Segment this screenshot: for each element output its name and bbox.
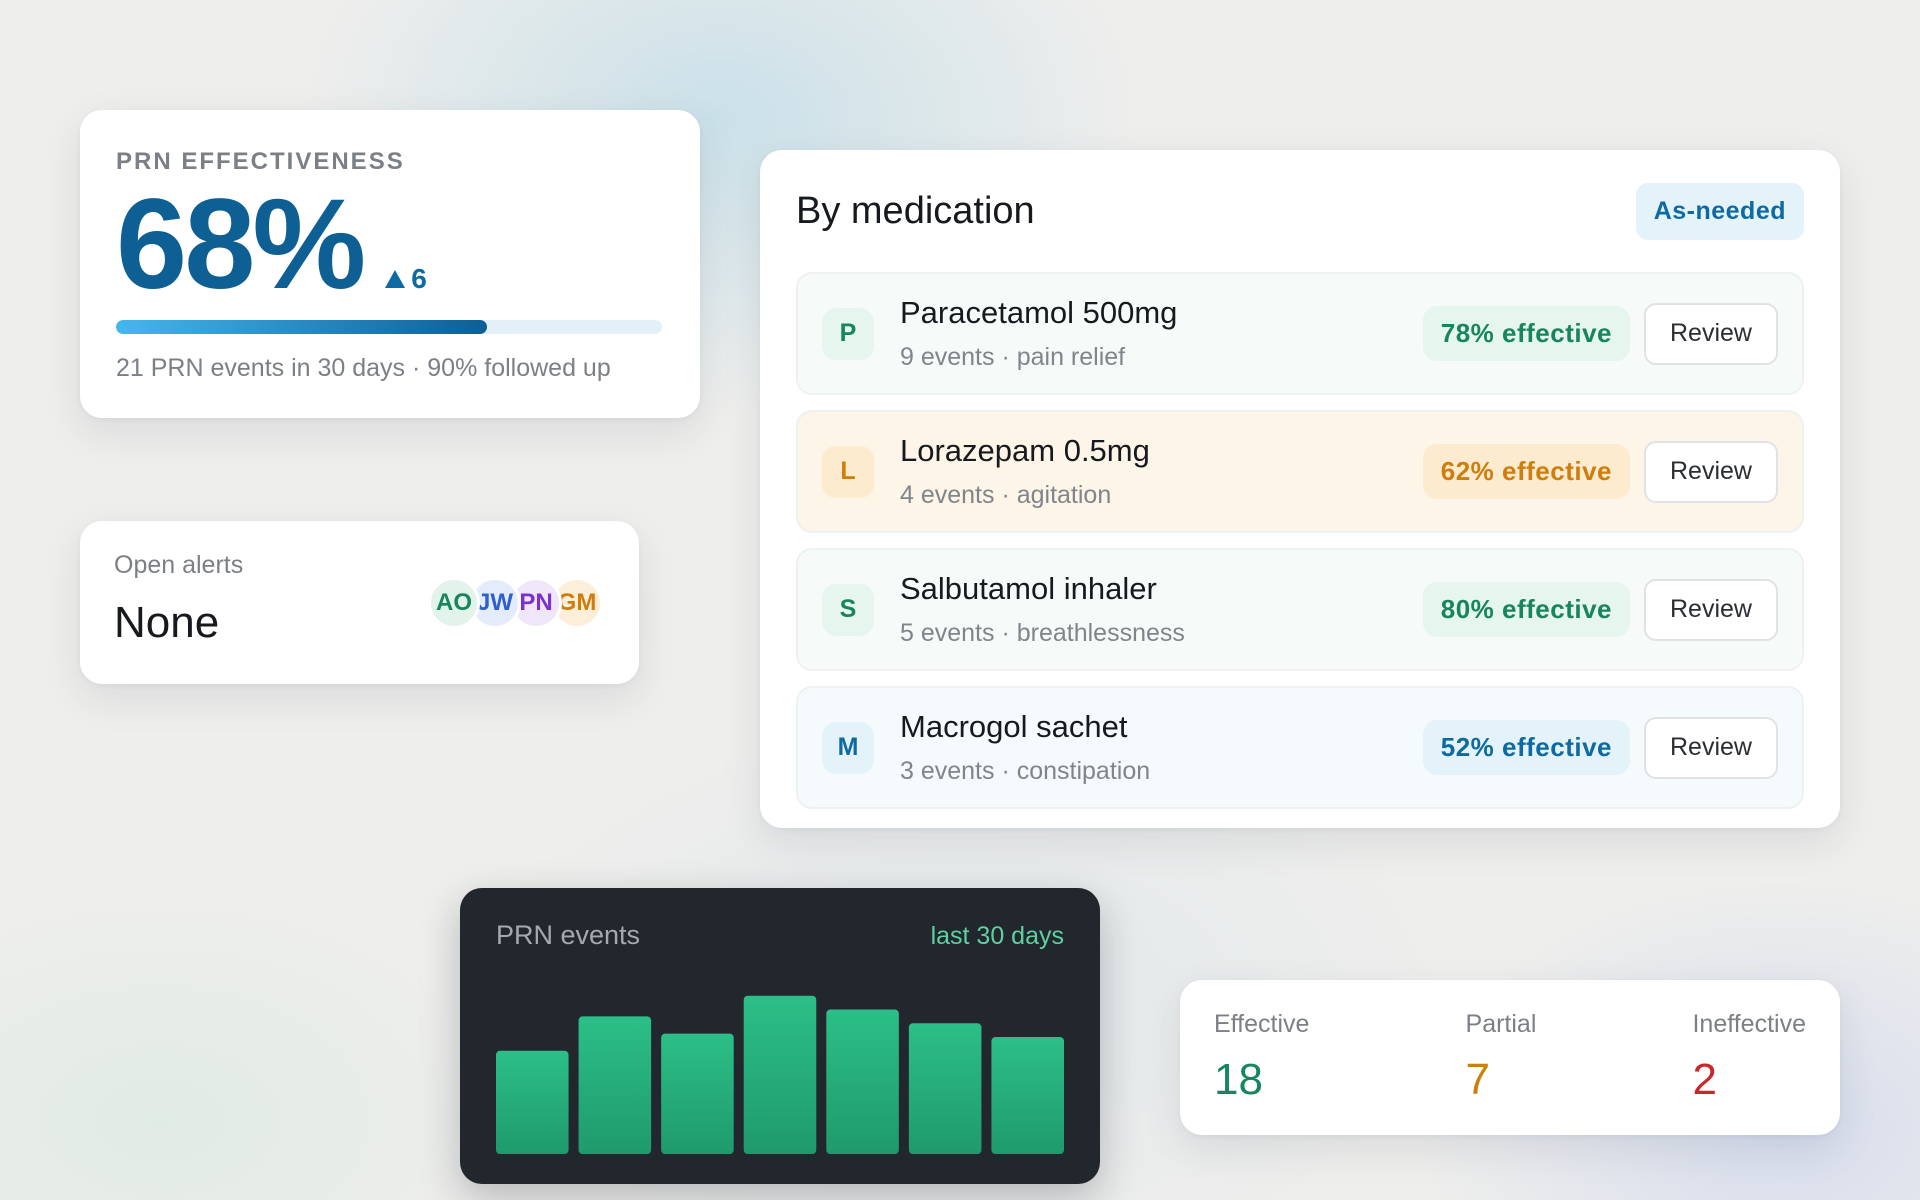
chart-bar <box>496 1050 569 1154</box>
medication-name: Salbutamol inhaler <box>900 571 1157 606</box>
medication-row: P Paracetamol 500mg 9 events · pain relief… <box>796 272 1804 395</box>
prn-effectiveness-label: PRN EFFECTIVENESS <box>116 148 405 175</box>
chart-bar <box>826 1009 899 1154</box>
by-medication-header: By medication As-needed <box>796 150 1804 272</box>
medication-details: 4 events · agitation <box>900 481 1112 509</box>
medication-details: 3 events · constipation <box>900 757 1151 785</box>
chart-bar <box>743 995 817 1154</box>
chart-bar <box>991 1037 1064 1154</box>
medication-text: Paracetamol 500mg 9 events · pain relief <box>900 295 1423 372</box>
effectiveness-delta: 6 <box>385 263 427 295</box>
outcome-stat-label: Effective <box>1214 1010 1310 1038</box>
medication-details: 5 events · breathlessness <box>900 619 1185 647</box>
open-alerts-label: Open alerts <box>114 551 244 579</box>
effectiveness-badge: 80% effective <box>1422 582 1630 637</box>
medication-row: L Lorazepam 0.5mg 4 events · agitation 62% … <box>796 410 1804 533</box>
outcome-stat-value: 2 <box>1692 1055 1717 1104</box>
medication-details: 9 events · pain relief <box>900 343 1126 371</box>
chart-bar <box>578 1016 652 1154</box>
prn-events-chart-card: PRN events last 30 days <box>460 888 1100 1184</box>
prn-events-chart-title: PRN events <box>496 920 641 950</box>
prn-effectiveness-card: PRN EFFECTIVENESS 68% 6 21 PRN events in… <box>80 110 700 418</box>
medication-row: M Macrogol sachet 3 events · constipation 5… <box>796 686 1804 809</box>
medication-initial-icon: M <box>822 721 874 774</box>
effectiveness-badge: 62% effective <box>1422 444 1630 499</box>
review-button[interactable]: Review <box>1644 578 1778 641</box>
outcome-stat: Ineffective 2 <box>1692 1010 1806 1105</box>
medication-initial-icon: L <box>822 445 874 498</box>
open-alerts-value: None <box>114 598 220 647</box>
medication-name: Paracetamol 500mg <box>900 295 1178 330</box>
avatar-stack: AO JW PN GM <box>428 577 603 629</box>
medication-name: Lorazepam 0.5mg <box>900 433 1150 468</box>
effectiveness-badge: 52% effective <box>1422 720 1630 775</box>
effectiveness-summary: 21 PRN events in 30 days · 90% followed … <box>116 354 611 382</box>
by-medication-card: By medication As-needed P Paracetamol 500… <box>760 150 1840 828</box>
medication-text: Lorazepam 0.5mg 4 events · agitation <box>900 433 1423 510</box>
effectiveness-progress-bar <box>116 320 662 334</box>
prn-events-chart-range: last 30 days <box>930 922 1064 950</box>
medication-text: Salbutamol inhaler 5 events · breathlessn… <box>900 571 1423 648</box>
open-alerts-card: Open alerts None AO JW PN GM <box>80 521 639 684</box>
medication-name: Macrogol sachet <box>900 709 1128 744</box>
prn-events-bar-chart <box>496 995 1064 1154</box>
triangle-up-icon <box>385 270 406 288</box>
chart-bar <box>661 1033 734 1154</box>
outcome-stat-value: 18 <box>1214 1055 1263 1104</box>
review-button[interactable]: Review <box>1644 440 1778 503</box>
outcome-stats-card: Effective 18 Partial 7 Ineffective 2 <box>1180 980 1840 1135</box>
outcome-stat-label: Ineffective <box>1692 1010 1806 1038</box>
medication-text: Macrogol sachet 3 events · constipation <box>900 709 1423 786</box>
avatar[interactable]: AO <box>428 577 480 629</box>
review-button[interactable]: Review <box>1644 716 1778 779</box>
effectiveness-value: 68% <box>116 173 366 316</box>
chart-bar <box>908 1023 982 1154</box>
effectiveness-value-row: 68% 6 <box>116 173 664 316</box>
outcome-stat: Effective 18 <box>1214 1010 1309 1105</box>
medication-list: P Paracetamol 500mg 9 events · pain relief… <box>796 272 1804 809</box>
outcome-stat-value: 7 <box>1465 1055 1490 1104</box>
effectiveness-delta-value: 6 <box>411 263 427 294</box>
prn-events-chart-header: PRN events last 30 days <box>496 920 1064 951</box>
medication-initial-icon: P <box>822 307 874 360</box>
outcome-stat-label: Partial <box>1465 1010 1537 1038</box>
effectiveness-progress-fill <box>116 320 488 334</box>
review-button[interactable]: Review <box>1644 302 1778 365</box>
medication-initial-icon: S <box>822 583 874 636</box>
medication-row: S Salbutamol inhaler 5 events · breathless… <box>796 548 1804 671</box>
outcome-stat: Partial 7 <box>1466 1010 1537 1105</box>
by-medication-title: By medication <box>796 189 1035 232</box>
effectiveness-badge: 78% effective <box>1422 306 1630 361</box>
as-needed-tag: As-needed <box>1635 182 1804 240</box>
